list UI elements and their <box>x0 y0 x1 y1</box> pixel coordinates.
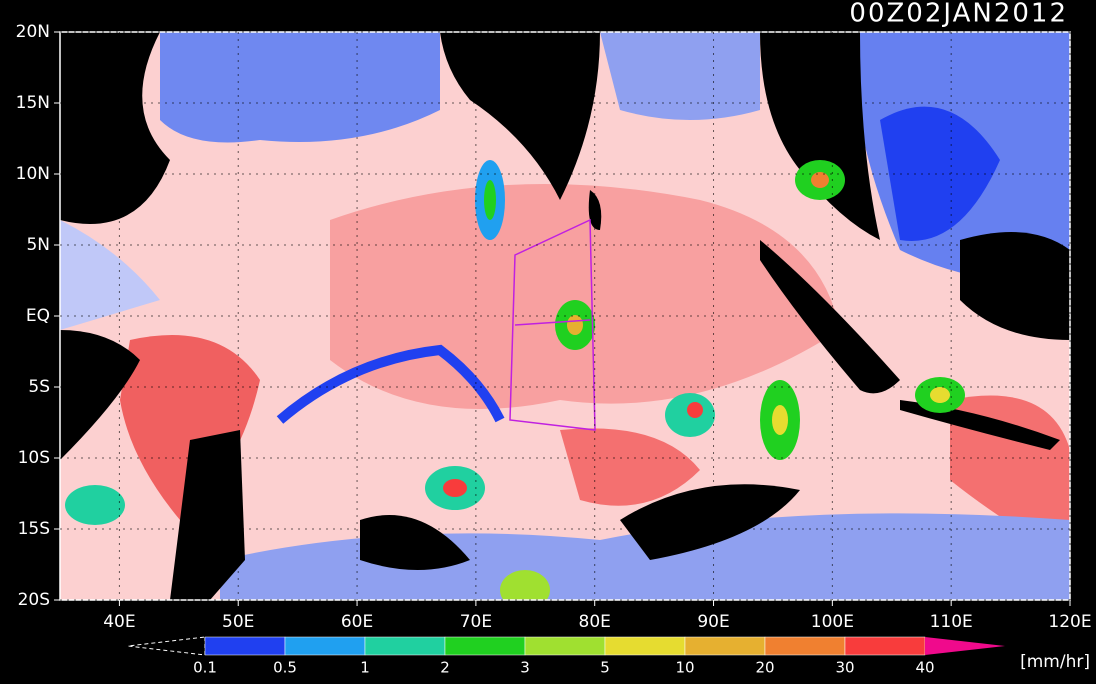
colorbar-label: 0.5 <box>273 659 297 677</box>
title: 00Z02JAN2012 <box>849 0 1068 29</box>
lon-tick-label: 120E <box>1048 612 1091 632</box>
lon-tick-label: 70E <box>460 612 492 632</box>
lat-tick-label: 10N <box>16 164 50 184</box>
lon-tick-label: 40E <box>103 612 135 632</box>
colorbar-label: 0.1 <box>193 659 217 677</box>
lon-tick-label: 110E <box>930 612 973 632</box>
colorbar-segment <box>284 636 366 656</box>
colorbar-segment <box>684 636 766 656</box>
colorbar-label: 10 <box>675 659 694 677</box>
colorbar-label: 3 <box>520 659 530 677</box>
colorbar-over <box>925 637 1005 655</box>
lon-tick-label: 100E <box>811 612 854 632</box>
convective-cells <box>65 160 965 600</box>
lat-tick-label: 5S <box>28 377 50 397</box>
lat-tick-label: 10S <box>18 448 50 468</box>
lat-tick-label: 5N <box>26 235 50 255</box>
colorbar-label: 2 <box>440 659 450 677</box>
colorbar-label: 5 <box>600 659 610 677</box>
lat-tick-label: 15N <box>16 93 50 113</box>
colorbar-label: 30 <box>835 659 854 677</box>
colorbar-units: [mm/hr] <box>1020 652 1090 672</box>
colorbar-segment <box>764 636 846 656</box>
lon-tick-label: 90E <box>697 612 729 632</box>
colorbar-segment <box>444 636 526 656</box>
lon-tick-label: 60E <box>341 612 373 632</box>
colorbar-segment <box>364 636 446 656</box>
colorbar-label: 1 <box>360 659 370 677</box>
lat-tick-label: EQ <box>26 306 50 326</box>
lat-tick-label: 20S <box>18 590 50 610</box>
colorbar-under <box>127 636 206 656</box>
colorbar-segment <box>604 636 686 656</box>
lon-tick-label: 50E <box>222 612 254 632</box>
lat-tick-label: 15S <box>18 519 50 539</box>
colorbar-label: 20 <box>755 659 774 677</box>
lon-tick-label: 80E <box>579 612 611 632</box>
precip-field <box>60 32 1070 600</box>
colorbar-label: 40 <box>915 659 934 677</box>
colorbar-segment <box>844 636 926 656</box>
lat-tick-label: 20N <box>16 22 50 42</box>
colorbar-segment <box>524 636 606 656</box>
colorbar-segment <box>204 636 286 656</box>
